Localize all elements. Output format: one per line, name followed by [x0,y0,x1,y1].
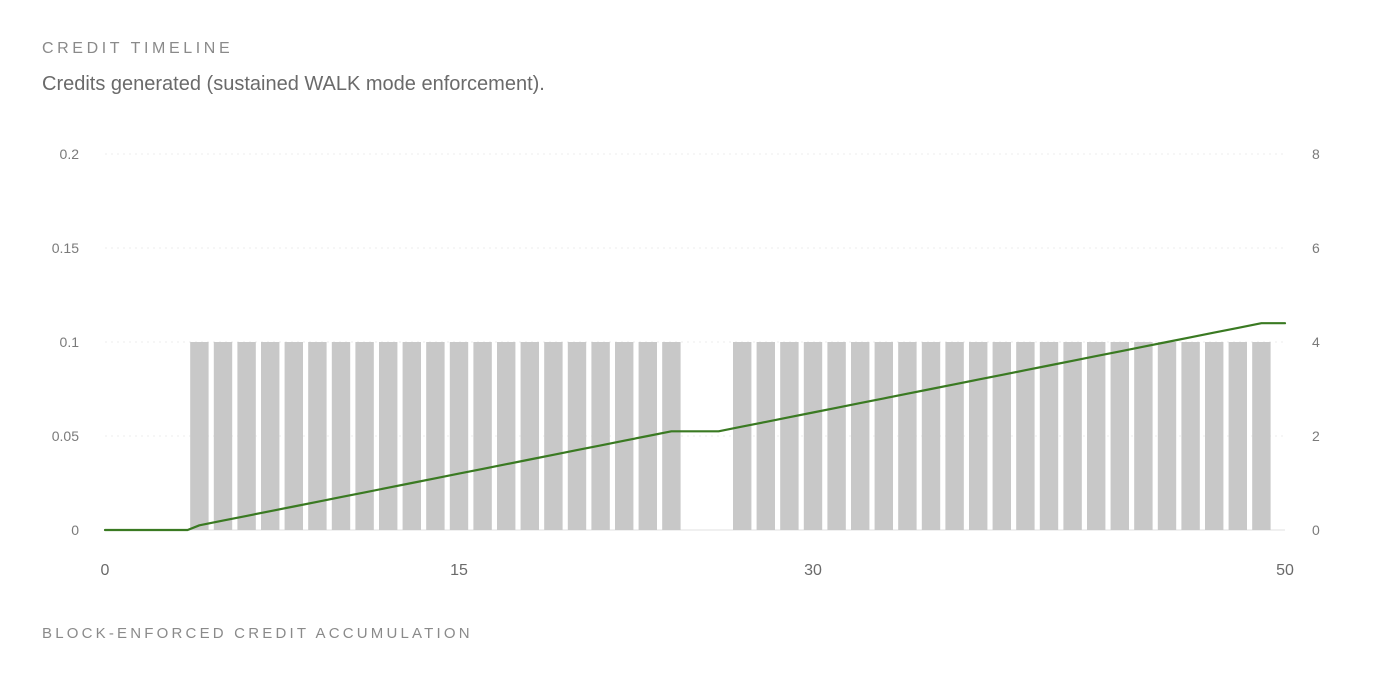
y-right-tick-label: 2 [1312,428,1320,444]
bar [874,342,894,530]
bar [520,342,540,530]
bar [992,342,1012,530]
bar [1110,342,1130,530]
y-left-ticks: 0 0.05 0.1 0.15 0.2 [52,146,79,538]
line-series [103,322,1287,532]
y-right-tick-label: 8 [1312,146,1320,162]
bar [732,342,752,530]
bar [284,342,304,530]
bar [237,342,256,530]
bar [1134,342,1153,530]
cumulative-credits-line [103,322,1287,532]
chart-title: CREDIT TIMELINE [42,40,234,57]
bar [1063,342,1082,530]
bar [756,342,776,530]
x-tick-label: 50 [1276,562,1294,579]
bar [378,342,398,530]
bar [402,342,422,530]
bar [308,342,327,530]
bar [473,342,492,530]
bar [780,342,799,530]
bar [1204,342,1224,530]
x-tick-label: 30 [804,562,822,579]
gridlines [105,153,1285,531]
bar [945,342,964,530]
y-left-tick-label: 0.05 [52,428,79,444]
bar [898,342,917,530]
chart-subtitle: Credits generated (sustained WALK mode e… [42,73,545,95]
bar [591,342,610,530]
bar [803,342,823,530]
x-tick-label: 0 [101,562,110,579]
bar [827,342,846,530]
bar [921,342,941,530]
bar [213,342,233,530]
y-right-tick-label: 0 [1312,522,1320,538]
bar [331,342,351,530]
bar [449,342,469,530]
y-left-tick-label: 0.2 [60,146,80,162]
bar [1228,342,1248,530]
bar [260,342,280,530]
y-left-tick-label: 0.1 [60,334,80,350]
y-left-tick-label: 0 [71,522,79,538]
x-ticks: 0 15 30 50 [101,562,1294,579]
bar [544,342,563,530]
bar [662,342,681,530]
bar [1181,342,1200,530]
bar [1252,342,1271,530]
bar [1157,342,1177,530]
bar [567,342,587,530]
bar [1016,342,1035,530]
bar [190,342,209,530]
y-right-tick-label: 6 [1312,240,1320,256]
y-right-ticks: 0 2 4 6 8 [1312,146,1320,538]
bar [496,342,516,530]
y-left-tick-label: 0.15 [52,240,79,256]
bar [1086,342,1106,530]
y-right-tick-label: 4 [1312,334,1320,350]
chart-footer-label: BLOCK-ENFORCED CREDIT ACCUMULATION [42,625,473,642]
bar [850,342,870,530]
bars [190,342,1271,530]
bar [968,342,988,530]
x-tick-label: 15 [450,562,468,579]
bar [614,342,634,530]
bar [355,342,374,530]
bar [1039,342,1059,530]
bar [426,342,445,530]
